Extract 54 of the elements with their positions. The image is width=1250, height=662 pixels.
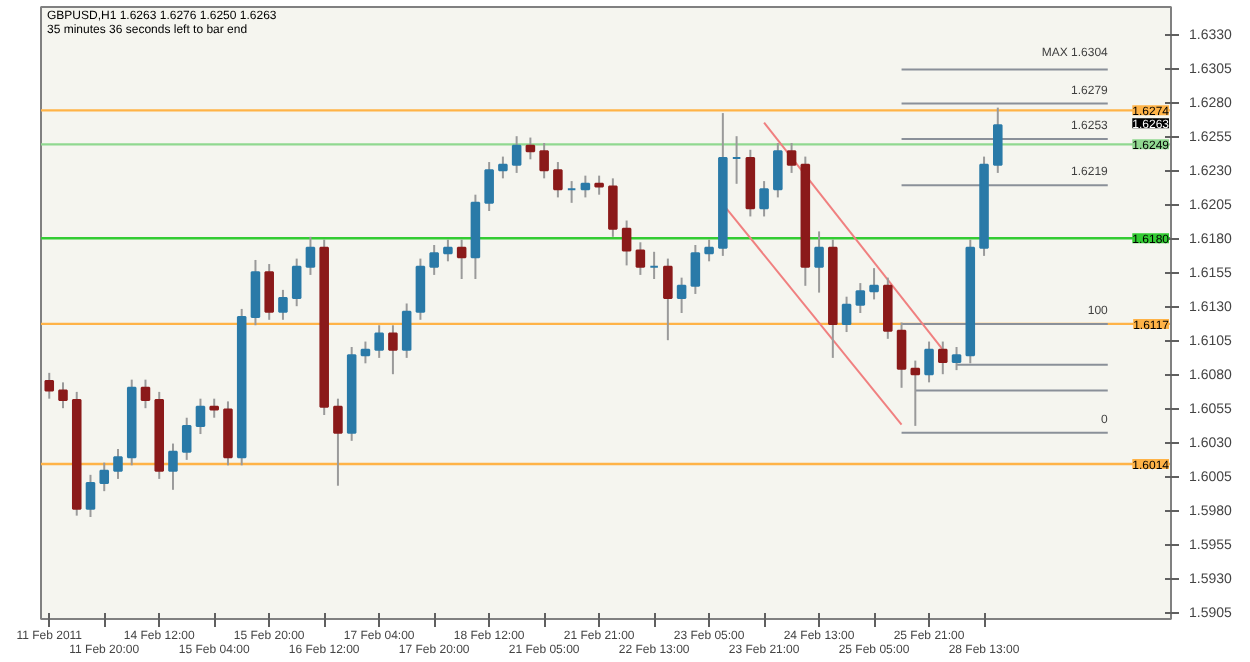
- candlestick: [759, 180, 769, 218]
- candlestick: [786, 142, 797, 174]
- candlestick: [250, 258, 261, 327]
- candlestick: [223, 400, 233, 467]
- candlestick: [58, 381, 68, 410]
- candlestick: [910, 359, 921, 427]
- candlestick: [264, 263, 274, 321]
- candlestick: [690, 244, 701, 295]
- candlestick: [291, 257, 302, 308]
- candlestick: [278, 288, 288, 321]
- candlestick: [635, 241, 646, 276]
- candlestick: [773, 142, 783, 199]
- candlestick: [333, 397, 343, 487]
- candlestick: [993, 106, 1003, 174]
- candlestick: [168, 442, 178, 491]
- candlestick: [938, 340, 948, 376]
- candlestick: [44, 371, 55, 400]
- candlestick: [99, 461, 110, 493]
- candlestick: [525, 136, 536, 161]
- candlestick: [896, 321, 907, 389]
- candlestick: [388, 324, 398, 376]
- candlestick: [374, 324, 384, 359]
- candlestick: [855, 282, 866, 314]
- candlestick: [305, 235, 316, 276]
- candlestick: [511, 135, 522, 174]
- candlestick: [704, 238, 714, 263]
- candlestick: [608, 177, 618, 238]
- candlestick: [85, 473, 96, 518]
- candlestick: [140, 378, 151, 410]
- candlestick: [360, 340, 371, 365]
- candlestick: [924, 340, 934, 384]
- candlestick: [663, 257, 673, 342]
- candlestick: [415, 257, 426, 321]
- candlestick: [883, 276, 893, 340]
- candlestick: [443, 238, 453, 263]
- candlestick: [484, 161, 494, 212]
- candlestick: [401, 302, 412, 359]
- candlestick: [195, 397, 206, 436]
- candlestick: [621, 219, 632, 267]
- candlestick: [498, 155, 508, 180]
- candlestick: [429, 244, 439, 276]
- candlestick: [814, 230, 824, 294]
- candlestick: [951, 346, 962, 372]
- candlestick: [869, 267, 879, 301]
- candlestick: [553, 161, 563, 199]
- candlestick: [580, 174, 591, 199]
- candlestick: [594, 174, 604, 196]
- candlestick: [676, 276, 687, 314]
- candlestick: [539, 142, 549, 180]
- candlestick: [209, 397, 219, 419]
- candlestick: [181, 416, 192, 461]
- candlestick: [456, 238, 467, 280]
- candlestick: [841, 295, 852, 334]
- candlestick: [113, 448, 123, 480]
